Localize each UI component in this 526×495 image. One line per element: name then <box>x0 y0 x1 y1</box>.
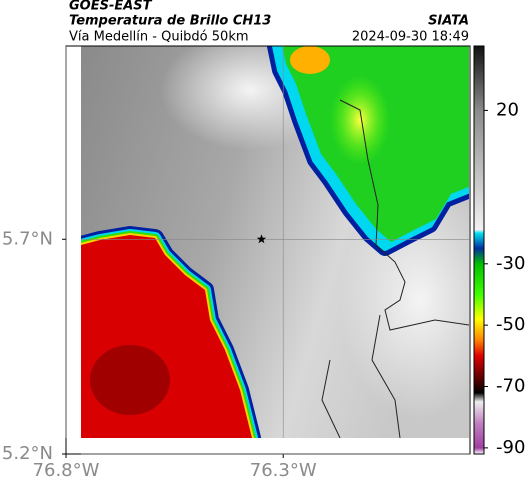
imagery <box>81 46 469 438</box>
x-tick-label: 76.8°W <box>33 460 100 481</box>
colorbar-tick-label: 20 <box>496 99 519 120</box>
y-tick-label: 5.2°N <box>2 443 53 464</box>
product: Temperatura de Brillo CH13 <box>69 14 271 29</box>
y-tick-label: 5.7°N <box>2 228 53 249</box>
colorbar-tick-label: -30 <box>496 253 525 274</box>
colorbar-tick-label: -50 <box>496 314 525 335</box>
timestamp: 2024-09-30 18:49 <box>352 30 469 45</box>
route: Vía Medellín - Quibdó 50km <box>69 30 249 45</box>
colorbar-tick-label: -70 <box>496 376 525 397</box>
x-tick-label: 76.3°W <box>250 460 317 481</box>
colorbar <box>473 45 485 455</box>
satellite: GOES-EAST <box>69 0 153 14</box>
source: SIATA <box>428 14 469 29</box>
colorbar-tick-label: -90 <box>496 437 525 458</box>
location-marker <box>256 234 267 244</box>
